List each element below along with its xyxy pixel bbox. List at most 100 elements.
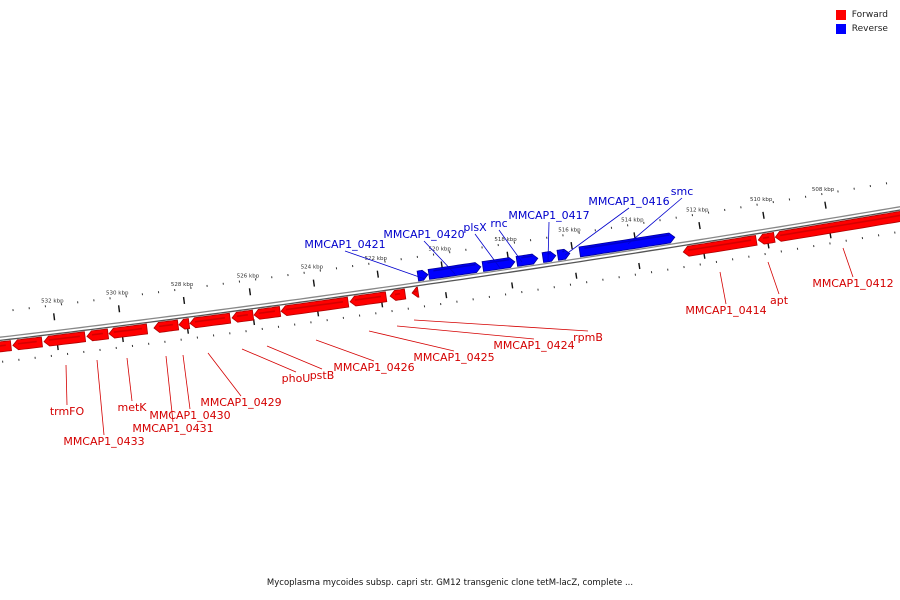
gene-label-phou: phoU bbox=[282, 372, 311, 385]
gene-label-mmcap1-0424: MMCAP1_0424 bbox=[493, 339, 574, 352]
leader-line-apt bbox=[767, 261, 780, 295]
major-tick-inner bbox=[638, 262, 641, 270]
gene-label-pstb: pstB bbox=[310, 369, 335, 382]
leader-line-mmcap1-0426 bbox=[315, 339, 375, 362]
gene-arrow-smc bbox=[578, 232, 676, 258]
gene-shade bbox=[258, 310, 276, 315]
tick-label: 512 kbp bbox=[686, 207, 709, 213]
legend-label-reverse: Reverse bbox=[851, 24, 888, 34]
major-tick bbox=[117, 305, 121, 313]
gene-label-mmcap1-0412: MMCAP1_0412 bbox=[812, 277, 893, 290]
legend-label-forward: Forward bbox=[851, 10, 888, 20]
leader-line-pstb bbox=[266, 345, 323, 370]
major-tick-inner bbox=[511, 282, 514, 289]
leader-line-phou bbox=[241, 348, 297, 373]
gene-label-mmcap1-0426: MMCAP1_0426 bbox=[333, 361, 414, 374]
leader-line-smc bbox=[627, 197, 683, 245]
gene-shade bbox=[17, 340, 37, 345]
major-tick bbox=[762, 211, 765, 219]
tick-label: 510 kbp bbox=[750, 197, 773, 203]
major-tick-inner bbox=[575, 272, 578, 279]
gene-shade bbox=[113, 327, 142, 333]
leader-line-rnc bbox=[498, 229, 523, 263]
gene-shade bbox=[48, 335, 81, 341]
leader-line-plsx bbox=[474, 233, 501, 269]
gene-label-trmfo: trmFO bbox=[50, 405, 85, 418]
major-tick-inner bbox=[445, 292, 448, 299]
gene-label-mmcap1-0425: MMCAP1_0425 bbox=[413, 351, 494, 364]
gene-arrow-trmfo bbox=[0, 340, 12, 353]
major-tick bbox=[698, 222, 701, 230]
gene-label-mmcap1-0414: MMCAP1_0414 bbox=[685, 304, 766, 317]
major-tick bbox=[248, 288, 252, 296]
backbone-outer-line bbox=[0, 206, 900, 338]
reverse-swatch bbox=[835, 24, 846, 34]
gene-label-smc: smc bbox=[671, 185, 694, 198]
gene-shade bbox=[0, 344, 6, 347]
gene-shade bbox=[687, 239, 752, 251]
tick-label: 508 kbp bbox=[812, 187, 835, 193]
leader-line-trmfo bbox=[65, 364, 68, 406]
leader-line-mmcap1-0431 bbox=[165, 355, 174, 423]
major-tick bbox=[182, 296, 186, 305]
gene-label-plsx: plsX bbox=[463, 221, 487, 234]
gene-label-mmcap1-0417: MMCAP1_0417 bbox=[508, 209, 589, 222]
leader-line-mmcap1-0420 bbox=[423, 240, 456, 275]
leader-line-mmcap1-0416 bbox=[564, 207, 630, 256]
gene-shade bbox=[194, 317, 226, 323]
leader-line-mmcap1-0412 bbox=[842, 247, 854, 278]
gene-layer bbox=[0, 211, 900, 353]
leader-line-mmcap1-0417 bbox=[547, 221, 550, 263]
gene-arrow-plsx bbox=[481, 257, 516, 272]
gene-label-mmcap1-0416: MMCAP1_0416 bbox=[588, 195, 669, 208]
leader-line-mmcap1-0433 bbox=[96, 359, 105, 436]
gene-arrow-rnc bbox=[515, 253, 539, 267]
leader-line-mmcap1-0424 bbox=[396, 325, 535, 340]
gene-shade bbox=[158, 323, 173, 328]
gene-label-mmcap1-0421: MMCAP1_0421 bbox=[304, 238, 385, 251]
major-tick bbox=[376, 270, 380, 278]
leader-line-metk bbox=[126, 357, 133, 402]
gene-shade bbox=[395, 292, 401, 296]
tick-label: 532 kbp bbox=[41, 298, 64, 304]
gene-label-metk: metK bbox=[117, 401, 147, 414]
tick-label: 530 kbp bbox=[106, 290, 129, 296]
tick-label: 524 kbp bbox=[301, 265, 324, 271]
gene-arrow-mmcap1-0416 bbox=[556, 248, 571, 261]
genome-backbone bbox=[0, 206, 900, 342]
gene-label-rnc: rnc bbox=[490, 217, 507, 230]
major-tick bbox=[53, 313, 56, 321]
leader-line-mmcap1-0429 bbox=[207, 352, 242, 397]
leader-line-mmcap1-0414 bbox=[719, 271, 727, 305]
tick-label: 526 kbp bbox=[237, 273, 260, 279]
gene-arrow-mmcap1-0417 bbox=[541, 250, 557, 263]
major-tick bbox=[824, 201, 827, 209]
gene-shade bbox=[487, 258, 510, 264]
tick-label: 528 kbp bbox=[171, 282, 194, 288]
gene-arrow-mmcap1-0420 bbox=[427, 262, 482, 280]
gene-shade bbox=[763, 236, 770, 239]
gene-shade bbox=[584, 234, 670, 249]
gene-label-mmcap1-0433: MMCAP1_0433 bbox=[63, 435, 144, 448]
gene-label-mmcap1-0429: MMCAP1_0429 bbox=[200, 396, 281, 409]
gene-shade bbox=[91, 332, 103, 336]
major-tick bbox=[312, 279, 316, 287]
legend-item-reverse: Reverse bbox=[835, 22, 888, 36]
gene-label-mmcap1-0431: MMCAP1_0431 bbox=[132, 422, 213, 435]
gene-arrow-mmcap1-0430 bbox=[178, 318, 191, 330]
gene-shade bbox=[236, 314, 248, 317]
gene-label-mmcap1-0420: MMCAP1_0420 bbox=[383, 228, 464, 241]
gene-shade bbox=[521, 255, 533, 259]
gene-label-mmcap1-0430: MMCAP1_0430 bbox=[149, 409, 230, 422]
tick-label: 516 kbp bbox=[558, 227, 581, 233]
tick-label: 520 kbp bbox=[428, 247, 451, 253]
gene-shade bbox=[433, 263, 476, 272]
legend-item-forward: Forward bbox=[835, 8, 888, 22]
leader-line-mmcap1-0421 bbox=[344, 250, 426, 280]
tick-label: 514 kbp bbox=[621, 218, 644, 224]
gene-label-apt: apt bbox=[770, 294, 789, 307]
sequence-caption: Mycoplasma mycoides subsp. capri str. GM… bbox=[266, 578, 634, 588]
